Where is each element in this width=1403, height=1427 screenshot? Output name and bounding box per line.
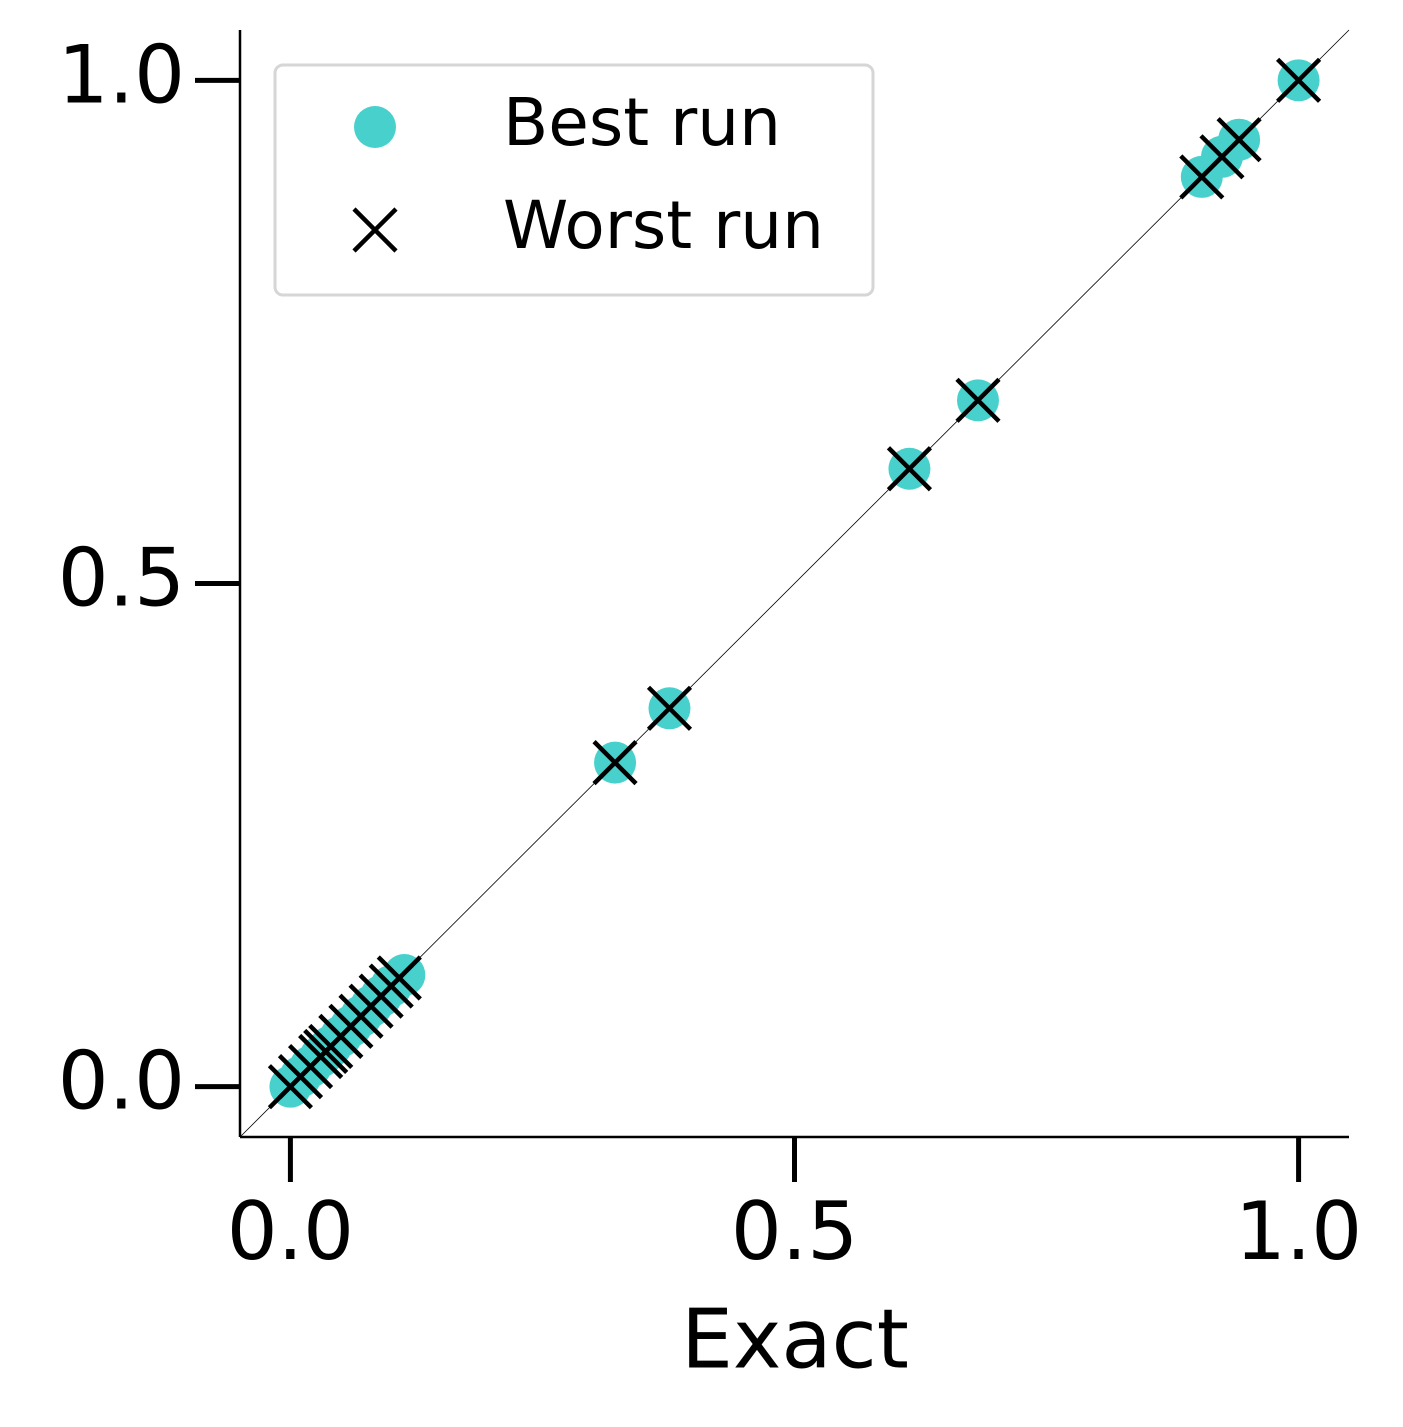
point (1275, 57, 1322, 103)
legend-label: Best run (503, 84, 781, 161)
point (376, 955, 422, 1001)
identity-line (239, 29, 1350, 1138)
legend-marker (352, 207, 398, 253)
y-tick-label: 0.5 (58, 531, 185, 624)
legend-box (273, 63, 875, 297)
point (886, 446, 933, 492)
point (955, 377, 1001, 423)
x-tick-label: 1.0 (1235, 1185, 1362, 1278)
legend-marker (354, 106, 396, 148)
point (646, 685, 693, 731)
x-tick-label: 0.5 (731, 1185, 858, 1278)
y-tick-label: 1.0 (58, 28, 185, 121)
x-tick-label: 0.0 (227, 1185, 354, 1278)
point (592, 740, 638, 786)
x-axis-label: Exact (681, 1292, 909, 1387)
y-tick-label: 0.0 (58, 1035, 185, 1128)
legend-label: Worst run (503, 187, 824, 264)
point (1216, 117, 1262, 163)
